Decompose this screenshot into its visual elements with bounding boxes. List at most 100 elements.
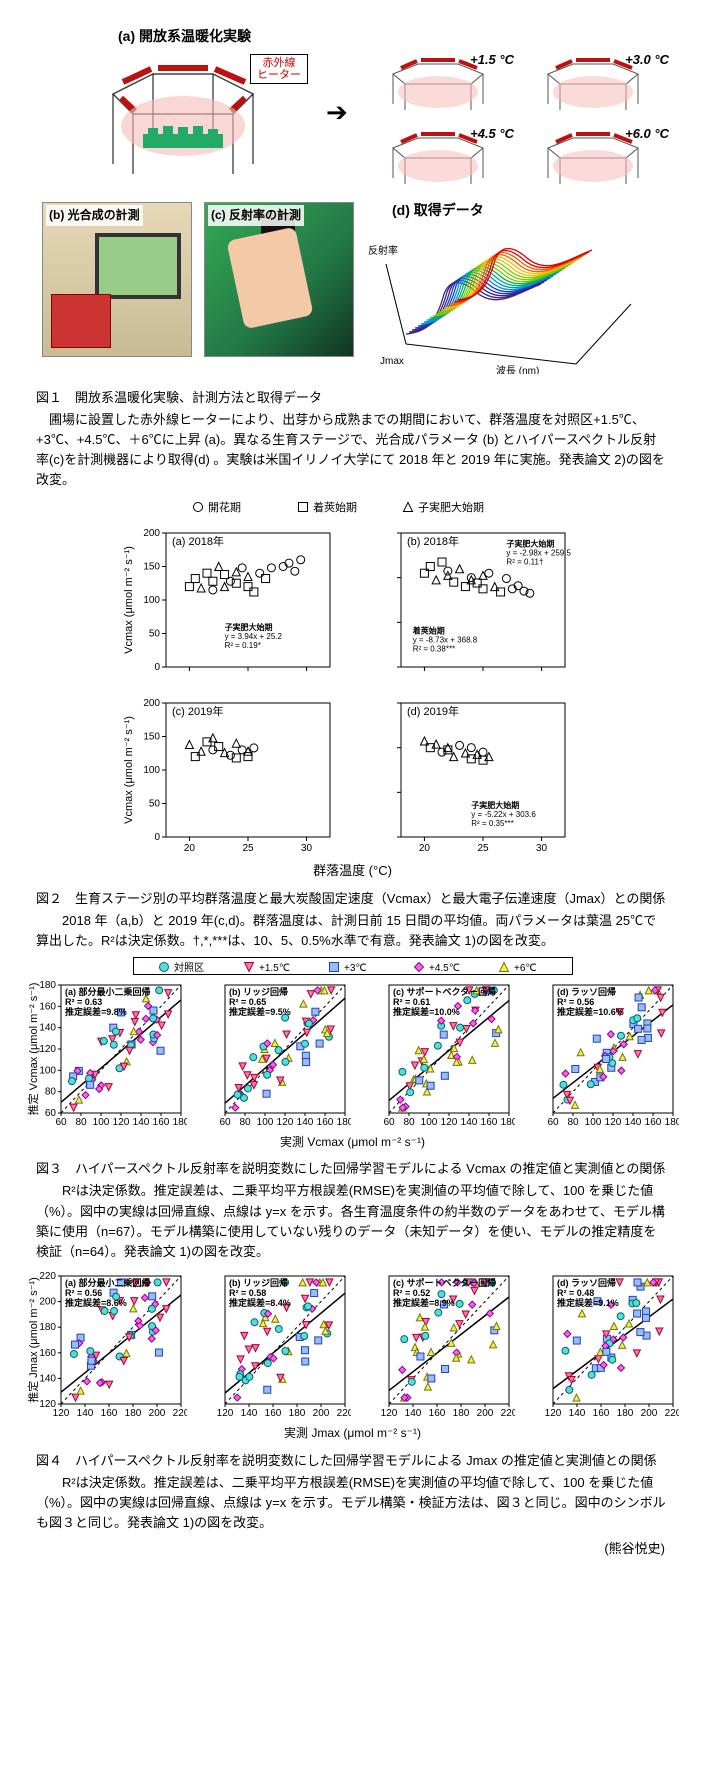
svg-text:50: 50 [148,798,160,809]
svg-text:推定 Jmax (μmol m⁻² s⁻¹): 推定 Jmax (μmol m⁻² s⁻¹) [27,1277,40,1403]
svg-text:Vcmax (μmol m⁻² s⁻¹): Vcmax (μmol m⁻² s⁻¹) [123,716,135,824]
svg-text:子実肥大始期: 子実肥大始期 [506,538,554,548]
mini-rigs: +1.5 °C +3.0 °C +4.5 °C +6.0 °C [373,52,673,194]
svg-text:160: 160 [428,1408,445,1419]
svg-text:推定誤差=9.8%: 推定誤差=9.8% [65,1006,127,1017]
svg-text:+3℃: +3℃ [344,963,367,974]
fig4panels-panel-1: 120140160180200220(b) リッジ回帰R² = 0.58推定誤差… [191,1268,351,1428]
svg-text:R² = 0.38***: R² = 0.38*** [412,644,454,653]
fig4panels-panel-0: 120120140140160160180180200200220220(a) … [27,1268,187,1428]
svg-text:20: 20 [183,843,195,854]
svg-text:(c) 2019年: (c) 2019年 [172,704,223,718]
svg-text:200: 200 [312,1408,329,1419]
svg-text:子実肥大始期: 子実肥大始期 [471,800,519,810]
svg-text:推定 Vcmax (μmol m⁻² s⁻¹): 推定 Vcmax (μmol m⁻² s⁻¹) [27,982,40,1115]
svg-text:150: 150 [143,731,160,742]
svg-text:80: 80 [239,1117,251,1128]
svg-text:80: 80 [403,1117,415,1128]
svg-text:220: 220 [336,1408,350,1419]
svg-text:推定誤差=9.5%: 推定誤差=9.5% [229,1006,291,1017]
fig2-panel-b: (b) 2018年子実肥大始期y = -2.98x + 259.5R² = 0.… [353,523,588,693]
svg-text:140: 140 [132,1117,149,1128]
svg-text:160: 160 [39,1348,56,1359]
svg-text:60: 60 [55,1117,67,1128]
svg-text:180: 180 [288,1408,305,1419]
svg-text:(c) サポートベクター回帰: (c) サポートベクター回帰 [393,986,496,997]
svg-text:180: 180 [39,980,56,991]
svg-text:(a) 部分最小二乗回帰: (a) 部分最小二乗回帰 [65,1277,151,1288]
svg-text:(b) リッジ回帰: (b) リッジ回帰 [229,986,288,997]
svg-text:R² = 0.56: R² = 0.56 [65,1288,102,1298]
svg-text:R² = 0.52: R² = 0.52 [393,1288,430,1298]
fig4panels-panel-3: 120140160180200220(d) ラッソ回帰R² = 0.48推定誤差… [519,1268,679,1428]
fig1b-title: (b) 光合成の計測 [46,205,143,226]
svg-text:220: 220 [39,1271,56,1282]
svg-text:+6℃: +6℃ [514,963,537,974]
svg-text:開花期: 開花期 [208,501,241,514]
svg-text:100: 100 [256,1117,273,1128]
svg-text:R² = 0.11†: R² = 0.11† [506,557,543,566]
fig1-caption-title: 図１ 開放系温暖化実験、計測方法と取得データ [36,388,669,408]
fig4-caption-title: 図４ ハイパースペクトル反射率を説明変数にした回帰学習モデルによる Jmax の… [36,1451,669,1471]
fig3panels-panel-0: 60608080100100120120140140160160180180(a… [27,977,187,1137]
svg-text:子実肥大始期: 子実肥大始期 [224,622,272,632]
svg-text:y = -8.73x + 368.8: y = -8.73x + 368.8 [412,635,477,644]
svg-text:220: 220 [500,1408,514,1419]
svg-text:120: 120 [39,1399,56,1410]
svg-text:(d) ラッソ回帰: (d) ラッソ回帰 [557,1277,616,1288]
svg-text:200: 200 [143,528,160,539]
svg-text:140: 140 [240,1408,257,1419]
svg-text:180: 180 [39,1322,56,1333]
svg-text:160: 160 [644,1117,661,1128]
svg-text:120: 120 [544,1408,561,1419]
fig1-panel-d: (d) 取得データ 波長 (nm) 反射率 Jmax [366,202,656,380]
svg-text:140: 140 [568,1408,585,1419]
svg-text:50: 50 [148,628,160,639]
svg-text:60: 60 [383,1117,395,1128]
svg-text:180: 180 [616,1408,633,1419]
svg-text:y = 3.94x + 25.2: y = 3.94x + 25.2 [224,632,282,641]
svg-text:推定誤差=9.1%: 推定誤差=9.1% [557,1297,619,1308]
svg-text:220: 220 [172,1408,186,1419]
svg-text:0: 0 [154,662,160,673]
svg-text:160: 160 [316,1117,333,1128]
svg-text:対照区: 対照区 [174,961,204,974]
svg-text:140: 140 [460,1117,477,1128]
svg-text:子実肥大始期: 子実肥大始期 [418,500,484,514]
svg-text:120: 120 [380,1408,397,1419]
svg-text:推定誤差=8.9%: 推定誤差=8.9% [393,1297,455,1308]
svg-text:140: 140 [39,1022,56,1033]
fig3-caption-body: R²は決定係数。推定誤差は、二乗平均平方根誤差(RMSE)を実測値の平均値で除し… [36,1181,669,1262]
svg-text:120: 120 [216,1408,233,1419]
fig3panels-panel-1: 6080100120140160180(b) リッジ回帰R² = 0.65推定誤… [191,977,351,1137]
svg-text:20: 20 [418,843,430,854]
svg-text:R² = 0.65: R² = 0.65 [229,997,266,1007]
author: (熊谷悦史) [28,1539,665,1559]
figure-4-panels: 120 120 140 140 160 160 180 180 200 200 220 220 (a) … [28,1268,677,1428]
svg-text:60: 60 [44,1108,56,1119]
svg-text:y = -5.22x + 303.6: y = -5.22x + 303.6 [471,810,536,819]
svg-text:R² = 0.63: R² = 0.63 [65,997,102,1007]
svg-text:200: 200 [476,1408,493,1419]
svg-text:着莢始期: 着莢始期 [411,625,444,635]
svg-text:140: 140 [296,1117,313,1128]
svg-text:100: 100 [92,1117,109,1128]
fig1c-title: (c) 反射率の計測 [208,205,304,226]
svg-text:(b) リッジ回帰: (b) リッジ回帰 [229,1277,288,1288]
svg-text:140: 140 [404,1408,421,1419]
fig2-caption-title: 図２ 生育ステージ別の平均群落温度と最大炭酸固定速度（Vcmax）と最大電子伝達… [36,889,669,909]
svg-text:Vcmax (μmol m⁻² s⁻¹): Vcmax (μmol m⁻² s⁻¹) [123,546,135,654]
svg-text:220: 220 [664,1408,678,1419]
svg-text:100: 100 [143,765,160,776]
svg-text:200: 200 [39,1297,56,1308]
fig2-xlabel: 群落温度 (°C) [118,861,588,881]
svg-text:R² = 0.58: R² = 0.58 [229,1288,266,1298]
svg-text:160: 160 [152,1117,169,1128]
fig3panels-panel-3: 6080100120140160180(d) ラッソ回帰R² = 0.56推定誤… [519,977,679,1137]
fig2-legend: 開花期着莢始期子実肥大始期 [118,499,588,521]
heater-rig-diagram [83,56,273,191]
svg-text:180: 180 [172,1117,186,1128]
svg-text:180: 180 [336,1117,350,1128]
svg-text:(d) ラッソ回帰: (d) ラッソ回帰 [557,986,616,997]
figure-3-panels: 60608080100100120120140140160160180180(a… [28,977,677,1137]
